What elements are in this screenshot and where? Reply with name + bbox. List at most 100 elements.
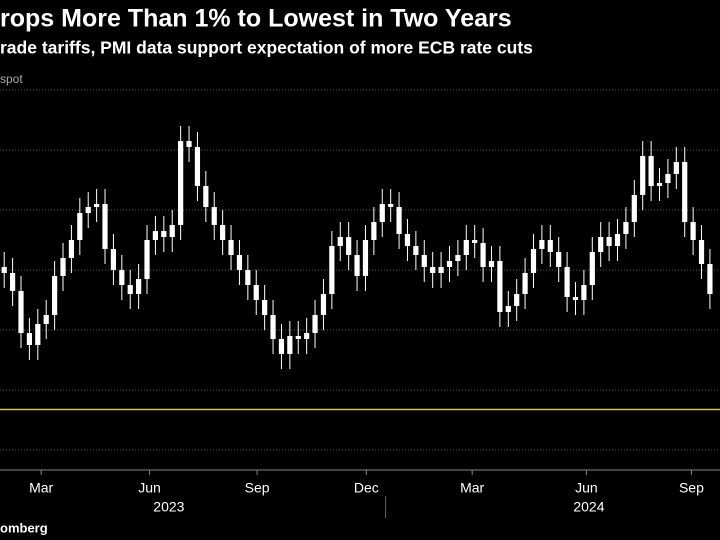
candle-body [9, 273, 16, 291]
candle-body [102, 204, 108, 249]
candle-body [556, 252, 562, 267]
candle-body [85, 207, 91, 213]
x-tick-label: Sep [679, 480, 704, 496]
candle-body [119, 270, 125, 285]
x-tick-label: Dec [354, 480, 379, 496]
candle-body [707, 264, 713, 294]
chart-subtitle: rade tariffs, PMI data support expectati… [0, 38, 533, 58]
candle-body [161, 231, 167, 237]
candle-body [270, 315, 276, 339]
candle-body [690, 222, 696, 240]
candle-body [94, 204, 100, 207]
candle-body [404, 234, 411, 246]
chart-title: rops More Than 1% to Lowest in Two Years [0, 5, 512, 33]
candle-body [295, 336, 301, 339]
candle-body [77, 213, 83, 240]
year-label: 2024 [573, 499, 604, 515]
candle-body [480, 243, 486, 267]
candle-body [278, 339, 285, 354]
candle-body [606, 237, 612, 246]
candle-body [455, 255, 461, 261]
candle-body [186, 141, 192, 147]
candle-body [413, 246, 419, 255]
candle-body [497, 261, 503, 312]
candle-body [698, 240, 705, 264]
candle-body [589, 252, 595, 285]
candle-body [539, 240, 545, 249]
candle-body [18, 291, 24, 333]
candle-body [371, 222, 377, 240]
candle-body [262, 300, 268, 315]
candle-body [463, 240, 469, 255]
candle-body [245, 270, 251, 285]
candle-body [178, 141, 184, 225]
candle-body [203, 186, 209, 207]
candle-body [35, 324, 41, 345]
candle-body [673, 162, 679, 174]
candle-body [572, 297, 579, 300]
candle-body [127, 285, 133, 294]
candle-body [228, 240, 234, 255]
candle-body [52, 276, 58, 315]
candle-body [522, 273, 528, 294]
candle-body [110, 249, 117, 270]
candle-body [564, 267, 570, 297]
candle-body [329, 246, 335, 294]
candle-body [631, 195, 637, 222]
candle-body [253, 285, 259, 300]
candle-body [488, 261, 495, 267]
candle-body [152, 231, 159, 240]
candle-body [379, 204, 385, 222]
candle-body [312, 315, 318, 333]
x-tick-label: Mar [460, 480, 484, 496]
candle-body [530, 249, 537, 273]
candle-body [396, 207, 402, 234]
candle-body [346, 237, 352, 255]
candle-body [640, 156, 646, 195]
candle-body [320, 294, 327, 315]
candle-body [446, 261, 453, 267]
candle-body [220, 225, 226, 240]
candle-body [136, 279, 142, 294]
candle-body [304, 333, 310, 339]
candle-body [623, 222, 629, 234]
year-label: 2023 [153, 499, 184, 515]
candle-body [614, 234, 621, 246]
candle-body [430, 267, 436, 273]
candle-body [211, 207, 217, 225]
candle-body [682, 162, 688, 222]
candle-body [60, 258, 66, 276]
candle-body [236, 255, 243, 270]
candle-body [26, 333, 33, 345]
x-tick-label: Jun [138, 480, 161, 496]
candle-body [1, 267, 7, 273]
candle-body [505, 306, 511, 312]
candle-body [287, 336, 293, 354]
candle-body [388, 204, 394, 207]
x-tick-label: Mar [29, 480, 53, 496]
candle-body [581, 285, 587, 300]
candle-body [337, 237, 343, 246]
candle-body [547, 240, 553, 252]
candle-body [169, 225, 175, 237]
series-label: spot [0, 72, 23, 86]
x-tick-label: Jun [575, 480, 598, 496]
candle-body [656, 183, 663, 186]
candle-body [194, 147, 201, 186]
candle-body [362, 240, 369, 276]
candle-body [665, 174, 671, 183]
candle-body [68, 240, 75, 258]
candle-body [421, 255, 427, 267]
x-tick-label: Sep [245, 480, 270, 496]
candle-body [144, 240, 150, 279]
candle-body [43, 315, 49, 324]
candle-body [438, 267, 444, 273]
candle-body [598, 237, 604, 252]
source: omberg [0, 520, 48, 535]
candle-body [354, 255, 360, 276]
candle-body [648, 156, 654, 186]
candle-body [514, 294, 520, 306]
candle-body [472, 240, 478, 243]
